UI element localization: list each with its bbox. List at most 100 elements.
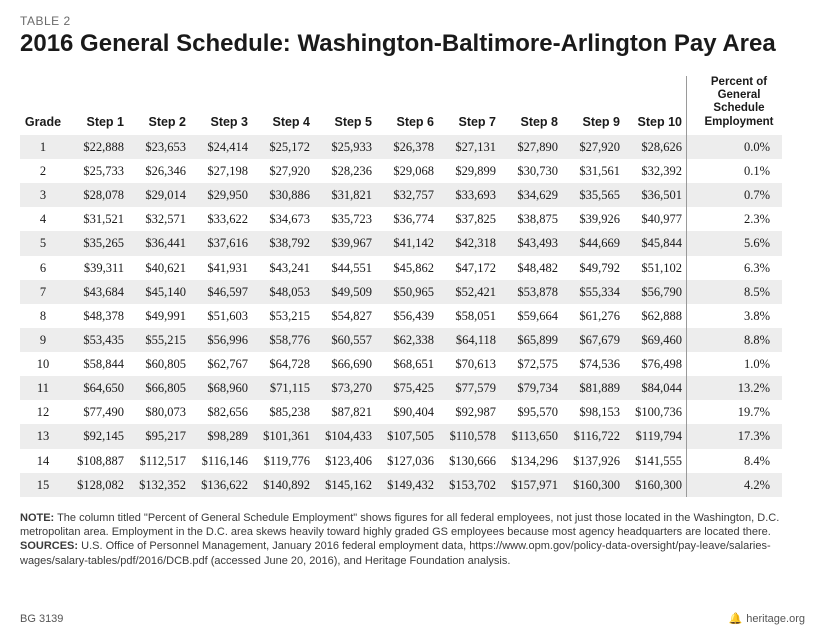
cell-value: $82,656 xyxy=(190,400,252,424)
cell-value: $66,805 xyxy=(128,376,190,400)
cell-value: $28,078 xyxy=(66,183,128,207)
cell-divider xyxy=(686,304,696,328)
cell-value: $70,613 xyxy=(438,352,500,376)
cell-value: $43,241 xyxy=(252,256,314,280)
cell-value: $29,068 xyxy=(376,159,438,183)
cell-pct: 0.7% xyxy=(696,183,782,207)
cell-divider xyxy=(686,424,696,448)
cell-value: $31,521 xyxy=(66,207,128,231)
cell-value: $80,073 xyxy=(128,400,190,424)
cell-pct: 8.8% xyxy=(696,328,782,352)
footer-right: 🔔 heritage.org xyxy=(729,612,805,625)
cell-value: $74,536 xyxy=(562,352,624,376)
cell-value: $38,792 xyxy=(252,231,314,255)
cell-value: $108,887 xyxy=(66,449,128,473)
cell-value: $101,361 xyxy=(252,424,314,448)
cell-value: $58,051 xyxy=(438,304,500,328)
cell-value: $23,653 xyxy=(128,135,190,159)
notes-block: NOTE: The column titled "Percent of Gene… xyxy=(20,511,805,568)
cell-value: $62,338 xyxy=(376,328,438,352)
bell-icon: 🔔 xyxy=(729,612,743,625)
cell-value: $127,036 xyxy=(376,449,438,473)
cell-value: $92,987 xyxy=(438,400,500,424)
cell-value: $107,505 xyxy=(376,424,438,448)
cell-pct: 19.7% xyxy=(696,400,782,424)
cell-value: $53,435 xyxy=(66,328,128,352)
cell-divider xyxy=(686,231,696,255)
sources-text: U.S. Office of Personnel Management, Jan… xyxy=(20,540,771,566)
cell-value: $67,679 xyxy=(562,328,624,352)
cell-grade: 4 xyxy=(20,207,66,231)
cell-value: $34,629 xyxy=(500,183,562,207)
cell-value: $59,664 xyxy=(500,304,562,328)
cell-pct: 3.8% xyxy=(696,304,782,328)
cell-grade: 9 xyxy=(20,328,66,352)
cell-value: $52,421 xyxy=(438,280,500,304)
cell-value: $85,238 xyxy=(252,400,314,424)
cell-grade: 6 xyxy=(20,256,66,280)
col-header-step: Step 7 xyxy=(438,111,500,135)
note-text: The column titled "Percent of General Sc… xyxy=(20,512,779,538)
cell-grade: 1 xyxy=(20,135,66,159)
cell-value: $62,888 xyxy=(624,304,686,328)
cell-value: $44,551 xyxy=(314,256,376,280)
cell-grade: 11 xyxy=(20,376,66,400)
cell-value: $95,217 xyxy=(128,424,190,448)
cell-value: $36,774 xyxy=(376,207,438,231)
col-divider xyxy=(686,76,696,135)
cell-value: $60,805 xyxy=(128,352,190,376)
cell-pct: 13.2% xyxy=(696,376,782,400)
cell-value: $56,439 xyxy=(376,304,438,328)
cell-value: $31,561 xyxy=(562,159,624,183)
cell-value: $49,509 xyxy=(314,280,376,304)
cell-pct: 2.3% xyxy=(696,207,782,231)
cell-value: $42,318 xyxy=(438,231,500,255)
cell-value: $48,378 xyxy=(66,304,128,328)
cell-value: $58,844 xyxy=(66,352,128,376)
cell-value: $26,346 xyxy=(128,159,190,183)
cell-value: $41,142 xyxy=(376,231,438,255)
cell-value: $141,555 xyxy=(624,449,686,473)
cell-value: $30,730 xyxy=(500,159,562,183)
cell-value: $157,971 xyxy=(500,473,562,497)
cell-value: $116,722 xyxy=(562,424,624,448)
cell-value: $136,622 xyxy=(190,473,252,497)
cell-value: $40,977 xyxy=(624,207,686,231)
cell-value: $113,650 xyxy=(500,424,562,448)
cell-pct: 0.1% xyxy=(696,159,782,183)
cell-divider xyxy=(686,376,696,400)
cell-value: $119,776 xyxy=(252,449,314,473)
cell-pct: 0.0% xyxy=(696,135,782,159)
cell-value: $64,118 xyxy=(438,328,500,352)
cell-value: $31,821 xyxy=(314,183,376,207)
cell-value: $33,693 xyxy=(438,183,500,207)
cell-value: $64,650 xyxy=(66,376,128,400)
cell-value: $28,626 xyxy=(624,135,686,159)
cell-value: $53,215 xyxy=(252,304,314,328)
cell-grade: 2 xyxy=(20,159,66,183)
cell-value: $90,404 xyxy=(376,400,438,424)
cell-value: $35,565 xyxy=(562,183,624,207)
cell-value: $43,684 xyxy=(66,280,128,304)
cell-value: $132,352 xyxy=(128,473,190,497)
cell-pct: 1.0% xyxy=(696,352,782,376)
cell-value: $26,378 xyxy=(376,135,438,159)
cell-pct: 17.3% xyxy=(696,424,782,448)
cell-divider xyxy=(686,256,696,280)
cell-value: $112,517 xyxy=(128,449,190,473)
cell-value: $49,792 xyxy=(562,256,624,280)
cell-value: $77,490 xyxy=(66,400,128,424)
cell-value: $130,666 xyxy=(438,449,500,473)
cell-value: $24,414 xyxy=(190,135,252,159)
cell-value: $43,493 xyxy=(500,231,562,255)
note-label: NOTE: xyxy=(20,512,54,524)
cell-value: $41,931 xyxy=(190,256,252,280)
cell-value: $30,886 xyxy=(252,183,314,207)
cell-value: $48,053 xyxy=(252,280,314,304)
cell-value: $72,575 xyxy=(500,352,562,376)
cell-value: $98,289 xyxy=(190,424,252,448)
cell-value: $27,131 xyxy=(438,135,500,159)
cell-value: $54,827 xyxy=(314,304,376,328)
cell-value: $95,570 xyxy=(500,400,562,424)
cell-value: $27,890 xyxy=(500,135,562,159)
